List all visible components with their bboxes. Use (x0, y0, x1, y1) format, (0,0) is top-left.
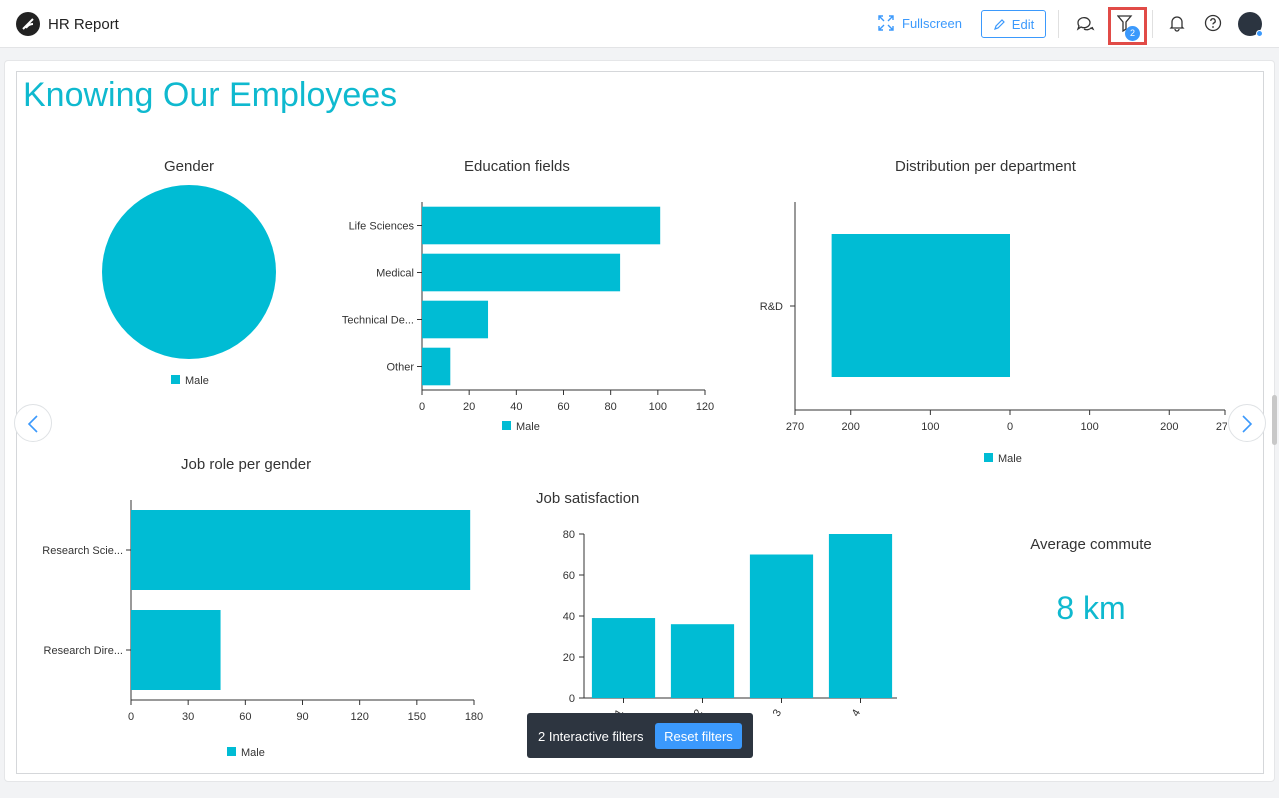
x-tick-label: 270 (1216, 421, 1227, 433)
x-tick-label: 80 (605, 401, 617, 413)
y-tick-label: 0 (569, 693, 575, 705)
x-tick-label: 270 (786, 421, 804, 433)
legend-label: Male (998, 453, 1022, 465)
app-title: HR Report (48, 16, 119, 33)
page-title: Knowing Our Employees (23, 76, 398, 114)
x-tick-label: 60 (239, 711, 251, 723)
dashboard-slide: Knowing Our Employees Gender Education f… (16, 71, 1264, 774)
x-tick-label: 0 (1007, 421, 1013, 433)
chevron-left-icon (27, 415, 38, 433)
chart-title-satisfaction: Job satisfaction (536, 490, 640, 507)
bell-icon[interactable] (1168, 14, 1188, 34)
fullscreen-icon (878, 15, 894, 31)
gender-pie-chart: Male (102, 185, 276, 387)
department-bar-chart: R&D 270 200 100 0 100 200 270 Male (760, 202, 1227, 465)
y-tick-label: 20 (563, 652, 575, 664)
y-tick-label: R&D (760, 301, 783, 313)
pencil-icon (993, 18, 1005, 30)
y-tick-label: Technical De... (342, 315, 414, 327)
chart-title-gender: Gender (164, 158, 215, 175)
scrollbar[interactable] (1272, 395, 1277, 445)
legend-swatch (502, 421, 511, 430)
x-tick-label: 30 (182, 711, 194, 723)
fullscreen-label: Fullscreen (902, 15, 962, 31)
x-tick-label: 0 (419, 401, 425, 413)
x-tick-label: 200 (1160, 421, 1178, 433)
legend-swatch (227, 747, 236, 756)
y-tick-label: Research Scie... (42, 545, 123, 557)
bar (422, 206, 661, 245)
filter-button[interactable]: 2 (1108, 7, 1147, 45)
user-avatar[interactable] (1238, 12, 1263, 37)
bar (670, 624, 735, 698)
app-logo-icon[interactable] (16, 12, 40, 36)
filters-toast: 2 Interactive filters Reset filters (527, 713, 753, 758)
x-tick-label: 20 (463, 401, 475, 413)
legend-label: Male (516, 421, 540, 433)
chart-title-education: Education fields (464, 158, 570, 175)
x-tick-label: 60 (557, 401, 569, 413)
x-tick-label: 180 (465, 711, 483, 723)
y-tick-label: Medical (376, 268, 414, 280)
bar (591, 618, 656, 698)
bar (828, 534, 893, 698)
next-slide-button[interactable] (1228, 404, 1266, 442)
bar (131, 510, 471, 590)
y-tick-label: 80 (563, 529, 575, 541)
x-tick-label: 100 (649, 401, 667, 413)
bar (422, 300, 489, 339)
kpi-title: Average commute (1030, 536, 1152, 553)
y-tick-label: Life Sciences (349, 221, 415, 233)
x-tick-label: 0 (128, 711, 134, 723)
top-bar: HR Report Fullscreen Edit 2 (0, 0, 1279, 48)
chart-title-job-role: Job role per gender (181, 456, 312, 473)
status-dot (1256, 30, 1263, 37)
legend-swatch (984, 453, 993, 462)
x-tick-label: 90 (296, 711, 308, 723)
job-role-bar-chart: Research Scie... Research Dire... 0 30 60 90 1… (42, 500, 483, 759)
y-tick-label: 60 (563, 570, 575, 582)
x-tick-label: 4 (850, 708, 863, 719)
x-tick-label: 150 (408, 711, 426, 723)
filter-count-badge: 2 (1125, 26, 1140, 41)
kpi-value: 8 km (1056, 590, 1126, 626)
divider (1152, 10, 1153, 38)
filters-toast-text: 2 Interactive filters (538, 729, 644, 744)
legend-label: Male (241, 747, 265, 759)
x-tick-label: 200 (842, 421, 860, 433)
satisfaction-bar-chart: 0204060801234 (563, 529, 897, 719)
x-tick-label: 100 (921, 421, 939, 433)
previous-slide-button[interactable] (14, 404, 52, 442)
x-tick-label: 120 (350, 711, 368, 723)
dashboard-page: Knowing Our Employees Gender Education f… (4, 60, 1275, 782)
divider (1058, 10, 1059, 38)
fullscreen-button[interactable]: Fullscreen (878, 15, 962, 31)
legend-label: Male (185, 375, 209, 387)
edit-button[interactable]: Edit (981, 10, 1046, 38)
bar (131, 610, 221, 690)
y-tick-label: Other (386, 362, 414, 374)
chevron-right-icon (1242, 415, 1253, 433)
legend-swatch (171, 375, 180, 384)
chart-title-department: Distribution per department (895, 158, 1076, 175)
x-tick-label: 3 (771, 708, 784, 719)
bar (749, 554, 814, 698)
education-bar-chart: Life Sciences Medical Technical De... Other… (342, 202, 714, 433)
bar (422, 253, 621, 292)
y-tick-label: 40 (563, 611, 575, 623)
edit-label: Edit (1011, 16, 1035, 32)
x-tick-label: 100 (1080, 421, 1098, 433)
comments-icon[interactable] (1075, 14, 1095, 34)
bar (831, 234, 1010, 377)
y-tick-label: Research Dire... (44, 645, 123, 657)
bar (422, 347, 451, 386)
help-icon[interactable] (1204, 14, 1224, 34)
x-tick-label: 40 (510, 401, 522, 413)
reset-filters-button[interactable]: Reset filters (655, 723, 742, 749)
x-tick-label: 120 (696, 401, 714, 413)
pie-slice (102, 185, 276, 359)
